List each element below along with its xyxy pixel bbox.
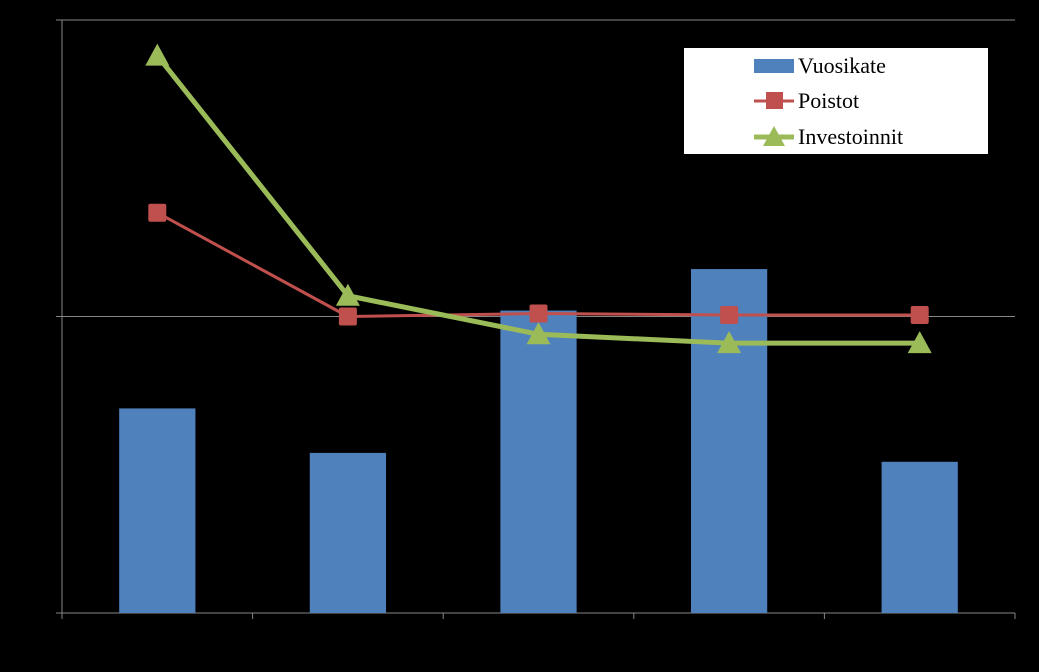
bar-0-1 bbox=[309, 452, 387, 613]
bar-0-2 bbox=[500, 310, 577, 613]
legend-box bbox=[684, 48, 988, 154]
point-2-0 bbox=[145, 43, 170, 66]
point-1-3 bbox=[720, 306, 739, 325]
bar-0-0 bbox=[119, 408, 196, 613]
point-1-2 bbox=[529, 304, 548, 323]
point-1-1 bbox=[338, 307, 357, 326]
legend-marker-investoinnit bbox=[763, 126, 785, 146]
legend-label-vuosikate: Vuosikate bbox=[798, 53, 886, 78]
legend-label-poistot: Poistot bbox=[798, 88, 859, 113]
line-series bbox=[145, 43, 932, 354]
bar-0-4 bbox=[881, 461, 958, 613]
point-2-3 bbox=[717, 331, 742, 354]
legend: Vuosikate Poistot Investoinnit bbox=[684, 48, 988, 154]
point-1-0 bbox=[148, 203, 167, 222]
bar-series bbox=[119, 269, 958, 613]
legend-marker-poistot bbox=[766, 92, 783, 109]
bar-0-3 bbox=[690, 269, 768, 613]
legend-label-investoinnit: Investoinnit bbox=[798, 124, 903, 149]
point-1-4 bbox=[910, 306, 929, 325]
point-2-2 bbox=[526, 322, 551, 345]
point-2-4 bbox=[907, 331, 932, 354]
legend-swatch-vuosikate bbox=[754, 59, 794, 73]
point-2-1 bbox=[335, 283, 360, 306]
